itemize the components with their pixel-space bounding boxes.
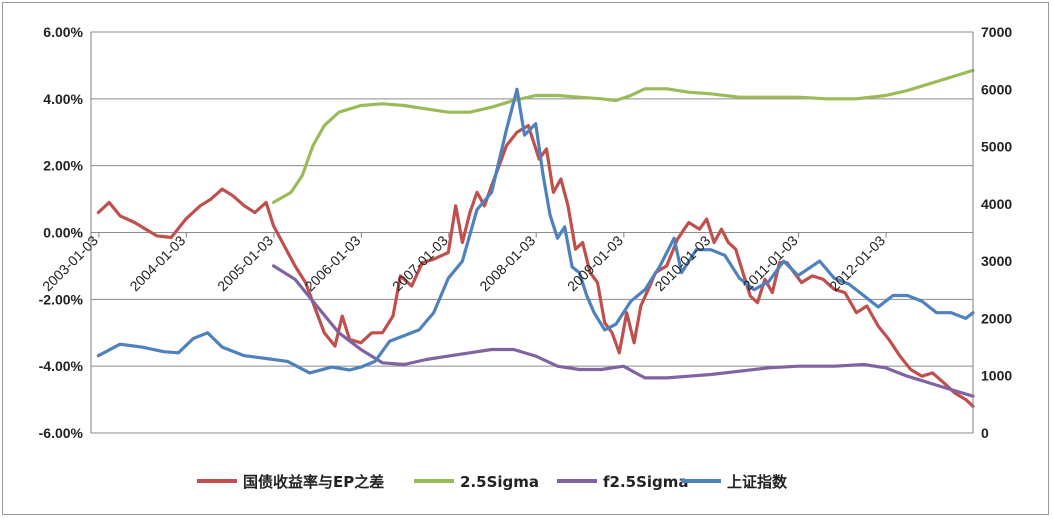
legend-label: 上证指数 (727, 473, 788, 491)
x-tick-label: 2012-01-03 (826, 232, 888, 294)
x-tick-label: 2005-01-03 (214, 232, 276, 294)
grid-lines (91, 31, 973, 434)
legend: 国债收益率与EP之差 2.5Sigma f2.5Sigma 上证指数 (197, 473, 788, 491)
right-tick-label: 0 (981, 425, 989, 441)
right-tick-label: 6000 (981, 81, 1012, 97)
x-tick-label: 2004-01-03 (126, 232, 188, 294)
x-tick-label: 2006-01-03 (302, 232, 364, 294)
right-tick-label: 4000 (981, 196, 1012, 212)
series-line-3 (96, 87, 975, 375)
right-tick-label: 1000 (981, 368, 1012, 384)
right-tick-label: 7000 (981, 24, 1012, 40)
right-tick-label: 5000 (981, 139, 1012, 155)
legend-label: 国债收益率与EP之差 (243, 473, 384, 491)
x-tick-label: 2008-01-03 (476, 232, 538, 294)
legend-label: 2.5Sigma (460, 473, 539, 491)
right-axis-ticks: 7000 6000 5000 4000 3000 2000 1000 0 (981, 24, 1012, 441)
legend-label: f2.5Sigma (603, 473, 689, 491)
right-tick-label: 2000 (981, 310, 1012, 326)
right-tick-label: 3000 (981, 253, 1012, 269)
series-layer (96, 68, 975, 408)
left-axis-ticks: 6.00% 4.00% 2.00% 0.00% -2.00% -4.00% -6.00% (39, 24, 84, 441)
x-tick-label: 2003-01-03 (39, 232, 101, 294)
series-line-1 (271, 68, 975, 204)
series-line-0 (96, 123, 975, 408)
left-tick-label: 6.00% (43, 24, 83, 40)
left-tick-label: 0.00% (43, 225, 83, 241)
left-tick-label: -2.00% (39, 291, 84, 307)
x-tick-label: 2007-01-03 (389, 232, 451, 294)
series-line-2 (271, 264, 975, 398)
x-tick-label: 2011-01-03 (740, 232, 801, 293)
left-tick-label: 2.00% (43, 158, 83, 174)
left-tick-label: -6.00% (39, 425, 84, 441)
left-tick-label: -4.00% (39, 358, 84, 374)
left-tick-label: 4.00% (43, 91, 83, 107)
axes (90, 32, 974, 433)
